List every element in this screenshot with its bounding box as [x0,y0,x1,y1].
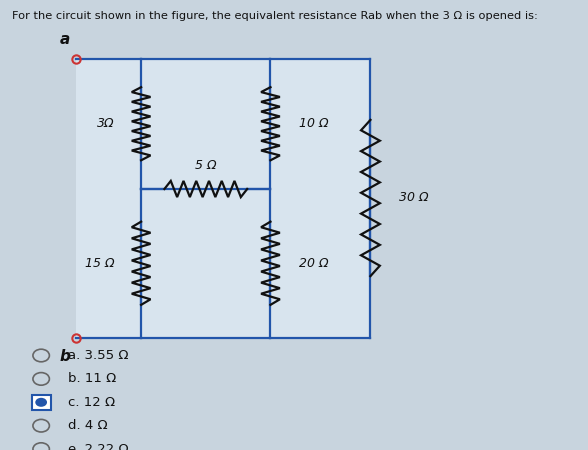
Text: a: a [59,32,70,47]
FancyBboxPatch shape [76,58,370,338]
Text: 10 Ω: 10 Ω [299,117,328,130]
Text: 5 Ω: 5 Ω [195,159,216,172]
Text: a. 3.55 Ω: a. 3.55 Ω [68,349,128,362]
Text: For the circuit shown in the figure, the equivalent resistance Rab when the 3 Ω : For the circuit shown in the figure, the… [12,11,537,21]
FancyBboxPatch shape [32,395,51,410]
Text: 15 Ω: 15 Ω [85,257,115,270]
Text: d. 4 Ω: d. 4 Ω [68,419,107,432]
Circle shape [35,398,47,407]
Text: 20 Ω: 20 Ω [299,257,328,270]
Text: b. 11 Ω: b. 11 Ω [68,373,116,385]
Text: b: b [59,349,70,364]
Text: c. 12 Ω: c. 12 Ω [68,396,115,409]
Text: 30 Ω: 30 Ω [399,192,428,204]
Text: 3Ω: 3Ω [97,117,115,130]
Text: e. 2.22 Ω: e. 2.22 Ω [68,443,128,450]
